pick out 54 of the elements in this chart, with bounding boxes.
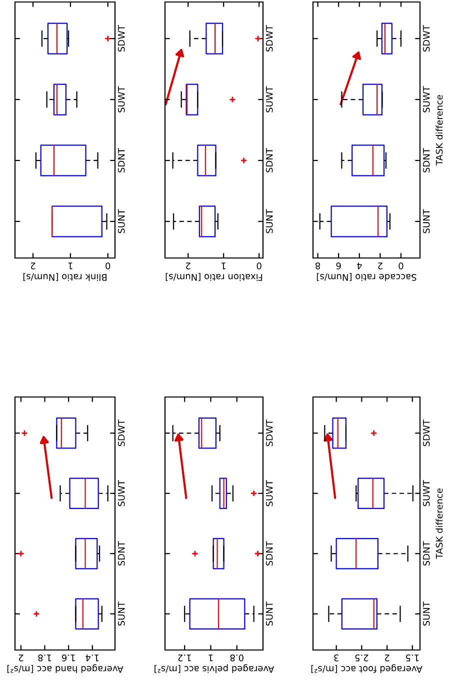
x-tick-label: 2 [31, 262, 36, 270]
y-tick-label: SDWT [422, 420, 430, 446]
x-tick-label: 4 [357, 262, 362, 270]
x-tick-label: 2 [186, 262, 190, 270]
x-tick-label: 0 [106, 262, 110, 270]
y-tick-label: SUNT [118, 602, 125, 626]
x-tick-label: 1.4 [86, 654, 99, 662]
y-tick-label: SUWT [266, 86, 273, 112]
y-tick-label: SDWT [266, 24, 273, 52]
y-axis-title: TASK difference [436, 488, 443, 560]
x-tick-label: 2 [18, 654, 24, 662]
y-tick-label: SUNT [266, 602, 273, 626]
y-tick-label: SUWT [422, 480, 430, 506]
y-tick-label: SUWT [118, 86, 125, 112]
x-tick-label: 2 [385, 654, 390, 662]
x-tick-label: 1.6 [62, 654, 75, 662]
x-tick-label: 1.2 [178, 654, 191, 662]
x-axis-title: Blink ratio [Num/s] [23, 272, 106, 282]
x-tick-label: 0 [398, 262, 404, 270]
x-tick-label: 8 [316, 262, 320, 270]
x-axis-title: Saccade ratio [Num/s] [316, 272, 416, 282]
y-tick-label: SDNT [266, 541, 273, 566]
x-axis-title: Fixation ratio [Num/s] [166, 272, 262, 282]
y-tick-label: SDWT [266, 420, 273, 446]
x-tick-label: 2 [378, 262, 382, 270]
x-tick-label: 0 [256, 262, 262, 270]
y-tick-label: SDNT [266, 148, 273, 172]
y-tick-label: SDNT [118, 148, 125, 172]
x-tick-label: 3 [334, 654, 339, 662]
x-tick-label: 1 [208, 654, 213, 662]
y-tick-label: SUWT [118, 480, 125, 506]
y-tick-label: SDWT [118, 420, 125, 446]
y-tick-label: SDWT [422, 24, 430, 52]
y-axis-title: TASK difference [436, 95, 443, 166]
y-tick-label: SDNT [422, 148, 430, 172]
x-tick-label: 1.8 [38, 654, 51, 662]
x-tick-label: 6 [336, 262, 341, 270]
y-tick-label: SDNT [118, 541, 125, 566]
x-tick-label: 2.5 [355, 654, 368, 662]
x-axis-title: Averaged pelvis acc [m/s²] [154, 664, 274, 674]
x-tick-label: 1.5 [406, 654, 419, 662]
y-tick-label: SUWT [266, 480, 273, 506]
y-tick-label: SDNT [422, 541, 430, 566]
y-tick-label: SUWT [422, 86, 430, 112]
x-axis-title: Averaged foot acc [m/s²] [311, 664, 422, 674]
y-tick-label: SUNT [118, 209, 125, 234]
x-axis-title: Averaged hand acc [m/s²] [7, 664, 124, 674]
y-tick-label: SDWT [118, 24, 125, 52]
x-tick-label: 1 [68, 262, 72, 270]
y-tick-label: SUNT [422, 602, 430, 626]
x-tick-label: 1 [222, 262, 226, 270]
x-tick-label: 0.8 [230, 654, 244, 662]
y-tick-label: SUNT [266, 209, 273, 234]
y-tick-label: SUNT [422, 209, 430, 234]
